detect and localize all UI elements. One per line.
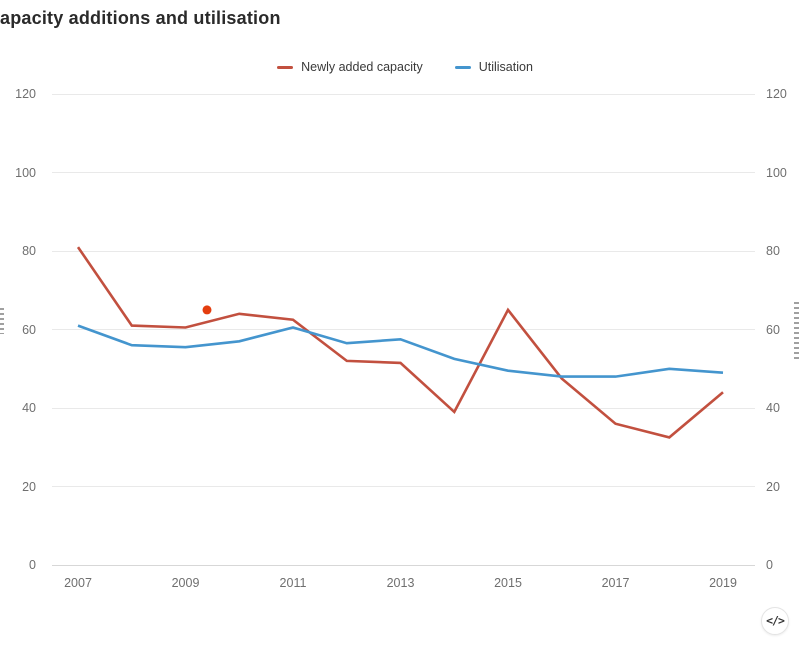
chart-legend: Newly added capacity Utilisation bbox=[55, 59, 755, 75]
gridline-y-80 bbox=[52, 250, 755, 252]
x-axis-label-2019: 2019 bbox=[709, 576, 737, 590]
x-axis-label-2017: 2017 bbox=[601, 576, 630, 590]
x-axis-label-2009: 2009 bbox=[171, 576, 200, 590]
series-line-utilisation bbox=[77, 324, 724, 378]
gridline-y-40 bbox=[52, 407, 755, 409]
x-axis-label-2015: 2015 bbox=[494, 576, 522, 590]
legend-label: Newly added capacity bbox=[301, 60, 423, 74]
y-axis-label-right-120: 120 bbox=[766, 87, 787, 101]
gridline-y-0 bbox=[52, 564, 755, 566]
highlight-dot bbox=[202, 305, 212, 315]
gridline-y-20 bbox=[52, 486, 755, 487]
legend-label: Utilisation bbox=[478, 60, 533, 74]
y-axis-label-left-60: 60 bbox=[22, 322, 36, 337]
y-axis-label-left-20: 20 bbox=[22, 479, 36, 494]
left-axis-title-clipped-icon bbox=[0, 308, 4, 334]
y-axis-label-left-80: 80 bbox=[22, 244, 36, 258]
embed-button[interactable]: </> bbox=[761, 607, 789, 635]
right-axis-title-clipped-icon bbox=[794, 302, 799, 360]
y-axis-label-left-120: 120 bbox=[15, 87, 36, 101]
y-axis-label-right-20: 20 bbox=[766, 479, 780, 494]
y-axis-label-right-60: 60 bbox=[766, 322, 780, 337]
x-axis-label-2007: 2007 bbox=[64, 576, 92, 590]
gridline-y-120 bbox=[52, 93, 755, 95]
x-axis-label-2013: 2013 bbox=[386, 576, 415, 590]
gridline-y-100 bbox=[52, 172, 755, 173]
plot-area bbox=[76, 246, 724, 439]
legend-item-1: Utilisation bbox=[454, 60, 533, 74]
y-axis-label-right-40: 40 bbox=[766, 401, 780, 415]
y-axis-label-right-80: 80 bbox=[766, 244, 780, 258]
y-axis-label-left-0: 0 bbox=[29, 558, 36, 572]
legend-dash-icon bbox=[277, 65, 294, 69]
series-line-newly-added-capacity bbox=[76, 246, 724, 439]
y-axis-label-right-100: 100 bbox=[766, 165, 787, 180]
y-axis-label-left-100: 100 bbox=[15, 165, 36, 180]
y-axis-label-right-0: 0 bbox=[766, 558, 773, 572]
chart-title: apacity additions and utilisation bbox=[0, 8, 281, 28]
legend-dash-icon bbox=[454, 65, 471, 69]
legend-item-0: Newly added capacity bbox=[277, 60, 423, 74]
code-embed-icon: </> bbox=[766, 613, 785, 628]
y-axis-label-left-40: 40 bbox=[22, 401, 36, 415]
x-axis-label-2011: 2011 bbox=[279, 576, 307, 590]
gridline-y-60 bbox=[52, 329, 755, 330]
